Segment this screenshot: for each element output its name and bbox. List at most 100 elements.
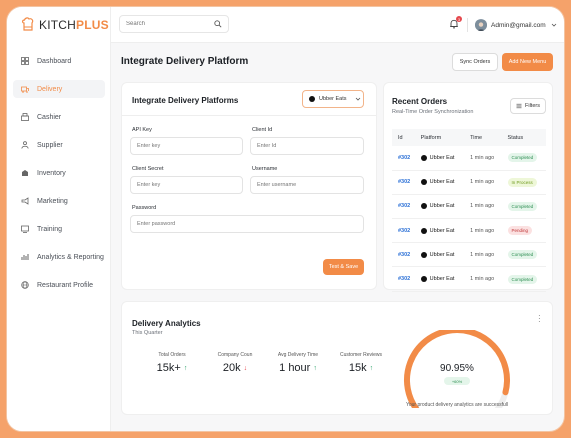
client-secret-label: Client Secret (132, 166, 164, 172)
table-row[interactable]: #302 Ubber Eat 1 min ago Completed (392, 266, 546, 292)
client-secret-field[interactable] (130, 176, 243, 194)
cashier-icon (21, 113, 29, 121)
user-avatar-icon (475, 20, 487, 31)
order-id[interactable]: #302 (392, 266, 415, 292)
ubber-eats-logo-icon (420, 203, 427, 210)
api-key-field[interactable] (130, 137, 243, 155)
delivery-icon (21, 86, 29, 93)
username-label: Username (252, 166, 278, 172)
sidebar-item-label: Training (37, 225, 63, 233)
gauge-fill (404, 330, 510, 408)
topbar-divider (467, 18, 468, 32)
sidebar: KITCHPLUS Dashboard Delivery Cashier Suppli… (7, 7, 111, 431)
kpi-card: Total Orders 15k+ ↑ (142, 352, 202, 374)
chevron-down-icon[interactable] (551, 22, 557, 28)
kpi-value: 15k+ (156, 362, 181, 374)
orders-title: Recent Orders (392, 97, 448, 106)
ubber-eats-logo-icon (420, 179, 427, 186)
sidebar-item-delivery[interactable]: Delivery (13, 80, 105, 98)
password-label: Password (132, 205, 157, 211)
order-status-cell: Completed (501, 266, 546, 292)
sidebar-item-supplier[interactable]: Supplier (13, 136, 105, 154)
order-platform: Ubber Eat (414, 218, 465, 244)
table-row[interactable]: #302 Ubber Eat 1 min ago Completed (392, 194, 546, 220)
recent-orders-card: Recent Orders Real-Time Order Synchroniz… (383, 82, 553, 292)
kpi-label: Total Orders (158, 352, 186, 358)
order-time: 1 min ago (464, 194, 502, 220)
column-header[interactable]: Status (501, 129, 546, 146)
table-row[interactable]: #302 Ubber Eat 1 min ago Completed (392, 242, 546, 268)
search-input[interactable] (126, 21, 206, 27)
username-field[interactable] (250, 176, 364, 194)
logo[interactable]: KITCHPLUS (21, 17, 109, 33)
order-id[interactable]: #302 (392, 194, 415, 220)
orders-subtitle: Real-Time Order Synchronization (392, 109, 474, 115)
training-icon (21, 225, 29, 233)
sidebar-item-label: Restaurant Profile (37, 281, 94, 289)
kpi-card: Avg Delivery Time 1 hour ↑ (268, 352, 328, 374)
column-header[interactable]: Id (392, 129, 415, 146)
delivery-gauge (404, 330, 510, 408)
order-id[interactable]: #302 (392, 170, 415, 195)
more-options-icon[interactable]: · · · (538, 311, 541, 326)
table-row[interactable]: #302 Ubber Eat 1 min ago In Process (392, 170, 546, 195)
order-platform: Ubber Eat (414, 146, 465, 171)
ubber-eats-logo-icon (420, 251, 427, 258)
sidebar-item-marketing[interactable]: Marketing (13, 192, 105, 210)
order-platform-name: Ubber Eat (429, 227, 455, 234)
order-id[interactable]: #302 (392, 218, 415, 244)
platform-select[interactable]: Ubber Eats (302, 90, 364, 108)
status-badge: Completed (507, 250, 538, 260)
column-header[interactable]: Time (464, 129, 502, 146)
ubber-eats-logo-icon (309, 96, 315, 102)
kpi-value-row: 15k ↑ (331, 362, 391, 374)
search-icon[interactable] (214, 20, 222, 28)
order-platform-name: Ubber Eat (429, 203, 455, 210)
order-platform-name: Ubber Eat (429, 154, 455, 161)
sync-orders-button[interactable]: Sync Orders (452, 53, 498, 71)
logo-icon (21, 17, 34, 31)
kpi-value: 15k (348, 362, 367, 374)
kpi-value-row: 20k ↓ (205, 362, 265, 374)
search-box[interactable] (119, 15, 229, 33)
avatar[interactable] (475, 19, 487, 31)
order-status-cell: Pending (501, 218, 546, 244)
order-time: 1 min ago (464, 242, 502, 268)
bell-icon[interactable] (449, 19, 459, 29)
sidebar-item-cashier[interactable]: Cashier (13, 108, 105, 126)
sidebar-item-inventory[interactable]: Inventory (13, 164, 105, 182)
marketing-icon (21, 197, 29, 205)
platform-select-value: Ubber Eats (319, 96, 347, 102)
sidebar-item-dashboard[interactable]: Dashboard (13, 52, 105, 70)
status-badge: Completed (507, 153, 538, 163)
order-time: 1 min ago (464, 218, 502, 244)
sidebar-item-label: Dashboard (37, 57, 72, 65)
integration-card: Integrate Delivery Platforms Ubber Eats … (121, 82, 377, 290)
order-id[interactable]: #302 (392, 242, 415, 268)
kpi-card: Company Coun 20k ↓ (205, 352, 265, 374)
kpi-label: Avg Delivery Time (277, 352, 319, 358)
order-status-cell: Completed (501, 194, 546, 220)
sidebar-item-analytics-reporting[interactable]: Analytics & Reporting (13, 248, 105, 266)
kpi-card: Customer Reviews 15k ↑ (331, 352, 391, 374)
password-field[interactable] (130, 215, 364, 233)
client-id-field[interactable] (250, 137, 364, 155)
table-row[interactable]: #302 Ubber Eat 1 min ago Pending (392, 218, 546, 244)
ubber-eats-logo-icon (420, 227, 427, 234)
integration-divider (122, 115, 376, 116)
order-time: 1 min ago (464, 146, 502, 171)
order-id[interactable]: #302 (392, 146, 415, 171)
sidebar-item-restaurant-profile[interactable]: Restaurant Profile (13, 276, 105, 294)
user-email[interactable]: Admin@gmail.com (491, 22, 546, 29)
test-and-save-button[interactable]: Test & Save (323, 259, 364, 275)
kpi-value: 1 hour (279, 362, 311, 374)
sidebar-item-training[interactable]: Training (13, 220, 105, 238)
sidebar-item-label: Delivery (37, 85, 63, 93)
column-header[interactable]: Platform (414, 129, 465, 146)
order-platform-name: Ubber Eat (429, 276, 455, 283)
delivery-analytics-card: Delivery Analytics This Quarter · · · Tota… (121, 301, 553, 415)
add-new-menu-button[interactable]: Add New Menu (502, 53, 553, 71)
filters-button[interactable]: Filters (510, 98, 546, 114)
trend-down-icon: ↓ (243, 364, 248, 372)
table-row[interactable]: #302 Ubber Eat 1 min ago Completed (392, 146, 546, 171)
